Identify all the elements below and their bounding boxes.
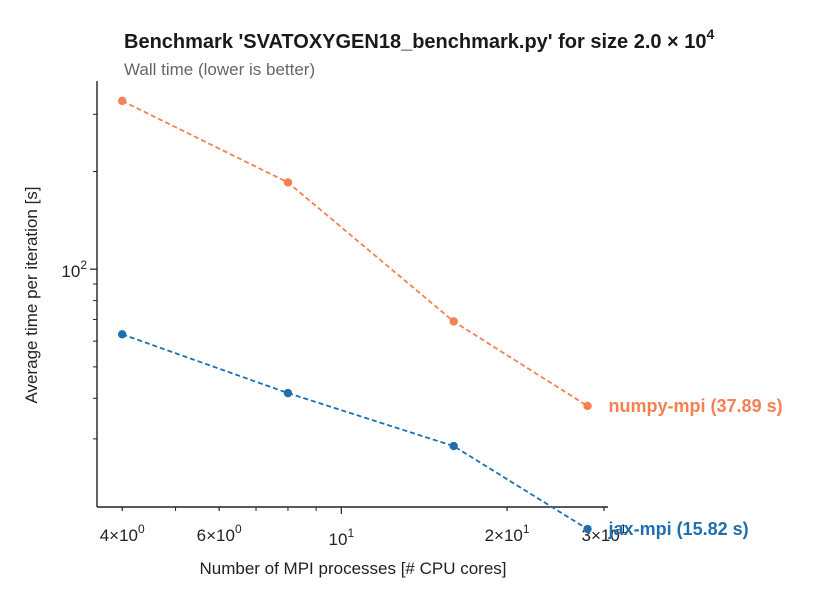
series-numpy-mpi-point [117,96,127,106]
series-numpy-mpi-point [449,317,458,326]
chart-subtitle: Wall time (lower is better) [124,60,315,79]
series-jax-mpi-point [449,441,458,451]
x-tick-label: 2×101 [485,522,530,545]
y-axis-ticks: 102 [61,113,97,440]
series-layer: numpy-mpi (37.89 s) jax-mpi (15.82 s) [117,96,783,539]
series-jax-mpi-point [583,524,592,534]
x-axis-label: Number of MPI processes [# CPU cores] [199,559,506,578]
series-jax-mpi-point [117,330,127,339]
x-tick-label: 6×100 [197,522,242,545]
y-tick-label: 102 [61,258,87,281]
series-numpy-mpi-label: numpy-mpi (37.89 s) [609,396,783,416]
y-axis-label: Average time per iteration [s] [22,186,41,403]
series-numpy-mpi-point [583,401,592,411]
x-tick-label: 101 [329,526,355,549]
x-tick-label: 4×100 [100,522,145,545]
series-jax-mpi-point [283,388,293,398]
series-numpy-mpi-point [283,178,293,187]
chart-title: Benchmark 'SVATOXYGEN18_benchmark.py' fo… [124,26,715,53]
series-numpy-mpi-line [121,100,588,407]
series-jax-mpi-label: jax-mpi (15.82 s) [608,519,749,539]
series-jax-mpi-line [121,333,588,530]
